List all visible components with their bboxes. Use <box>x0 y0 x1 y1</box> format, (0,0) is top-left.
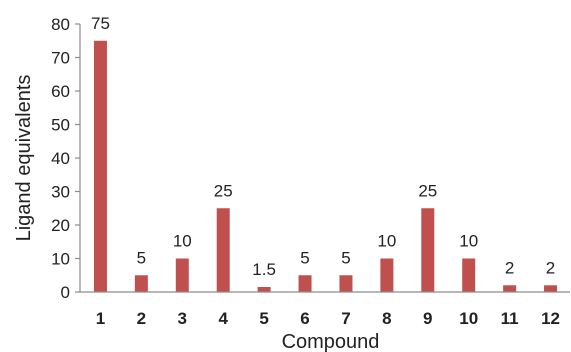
x-tick-label-12: 12 <box>541 309 560 328</box>
x-tick-label-1: 1 <box>96 309 105 328</box>
x-tick-label-6: 6 <box>300 309 309 328</box>
y-tick-label-3: 30 <box>51 183 70 202</box>
data-label-4: 25 <box>214 181 233 200</box>
y-tick-label-2: 20 <box>51 216 70 235</box>
bar-11 <box>503 285 517 292</box>
data-label-8: 10 <box>377 232 396 251</box>
bar-5 <box>257 286 271 292</box>
x-tick-label-2: 2 <box>137 309 146 328</box>
bar-8 <box>380 258 394 292</box>
x-tick-label-9: 9 <box>423 309 432 328</box>
bars <box>93 40 558 292</box>
y-tick-label-8: 80 <box>51 15 70 34</box>
y-tick-label-5: 50 <box>51 116 70 135</box>
x-tick-label-3: 3 <box>178 309 187 328</box>
data-label-5: 1.5 <box>252 260 276 279</box>
y-tick-label-1: 10 <box>51 250 70 269</box>
data-label-1: 75 <box>91 14 110 33</box>
y-axis-title: Ligand equivalents <box>13 75 35 242</box>
data-label-12: 2 <box>546 258 555 277</box>
data-label-6: 5 <box>300 248 309 267</box>
x-tick-label-8: 8 <box>382 309 391 328</box>
bar-10 <box>462 258 476 292</box>
data-label-10: 10 <box>459 232 478 251</box>
bar-2 <box>134 275 148 292</box>
data-label-2: 5 <box>137 248 146 267</box>
bar-3 <box>175 258 189 292</box>
bar-6 <box>298 275 312 292</box>
x-tick-label-7: 7 <box>341 309 350 328</box>
x-axis-ticks: 1 2 3 4 5 6 7 8 9 10 11 12 <box>96 309 560 328</box>
y-tick-label-0: 0 <box>61 283 70 302</box>
bar-9 <box>421 208 435 292</box>
bar-1 <box>93 40 107 292</box>
x-tick-label-5: 5 <box>259 309 268 328</box>
data-labels: 75 5 10 25 1.5 5 5 10 25 10 2 2 <box>91 14 555 279</box>
y-tick-label-7: 70 <box>51 49 70 68</box>
x-tick-label-10: 10 <box>459 309 478 328</box>
x-tick-label-4: 4 <box>218 309 228 328</box>
y-tick-label-6: 60 <box>51 82 70 101</box>
data-label-7: 5 <box>341 248 350 267</box>
data-label-11: 2 <box>505 258 514 277</box>
bar-7 <box>339 275 353 292</box>
data-label-9: 25 <box>418 181 437 200</box>
data-label-3: 10 <box>173 232 192 251</box>
y-axis-ticks: 0 10 20 30 40 50 60 70 80 <box>51 15 80 302</box>
x-tick-label-11: 11 <box>501 309 519 328</box>
bar-4 <box>216 208 230 292</box>
bar-12 <box>544 285 558 292</box>
x-axis-title: Compound <box>282 331 380 352</box>
y-tick-label-4: 40 <box>51 149 70 168</box>
